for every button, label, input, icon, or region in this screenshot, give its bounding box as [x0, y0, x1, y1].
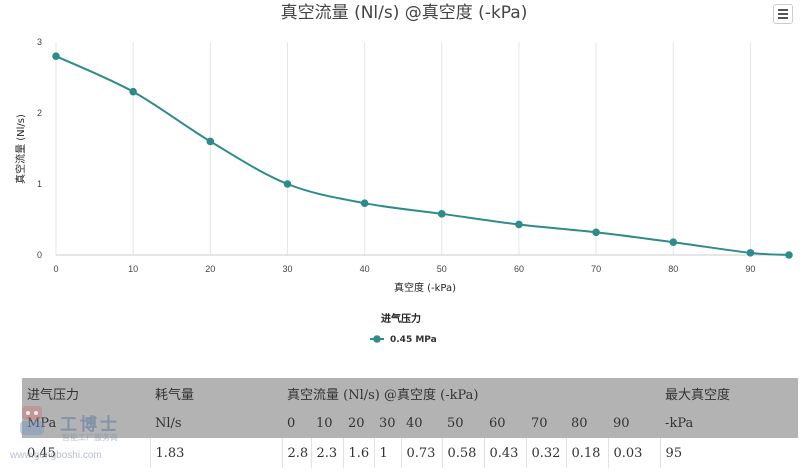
flow-value-cell: 0.58	[441, 438, 484, 468]
vacuum-level-cell: 40	[401, 408, 442, 438]
flow-value-cell: 0.03	[607, 438, 661, 468]
x-tick-label: 50	[437, 264, 447, 274]
x-tick-label: 40	[360, 264, 370, 274]
vacuum-level-cell: 0	[282, 408, 311, 438]
unit-pressure: MPa	[22, 408, 150, 438]
x-tick-label: 80	[668, 264, 678, 274]
header-pressure: 进气压力	[22, 378, 150, 408]
flow-value-cell: 1	[373, 438, 401, 468]
value-max-vacuum: 95	[659, 438, 799, 468]
x-tick-label: 20	[205, 264, 215, 274]
vacuum-level-cell: 30	[374, 408, 401, 438]
table-row: 0.45 1.83 2.8 2.3 1.6 1 0.73 0.58 0.43 0…	[22, 438, 799, 468]
y-tick-label: 0	[37, 250, 42, 260]
legend-item-0-45-mpa[interactable]: 0.45 MPa	[370, 335, 437, 345]
hamburger-menu-icon	[778, 9, 788, 21]
data-point	[52, 52, 60, 60]
y-tick-label: 2	[37, 108, 42, 118]
chart-container: 真空流量 (Nl/s) @真空度 (-kPa) 0 10 20 30 40 50 60 70 8…	[14, 3, 793, 345]
x-axis-title: 真空度 (-kPa)	[394, 281, 456, 294]
vacuum-level-cell: 80	[566, 408, 608, 438]
axes: 0 10 20 30 40 50 60 70 80 90 0 1 2 3	[37, 37, 789, 274]
data-point	[669, 238, 678, 247]
x-tick-label: 90	[745, 264, 755, 274]
x-tick-label: 60	[514, 264, 524, 274]
data-point	[360, 199, 369, 207]
data-point	[206, 137, 215, 146]
data-point	[592, 228, 600, 237]
header-flow: 真空流量 (Nl/s) @真空度 (-kPa)	[282, 378, 661, 408]
vacuum-level-cell: 20	[343, 408, 374, 438]
y-tick-label: 1	[37, 179, 42, 189]
chart-menu-button[interactable]	[773, 4, 793, 24]
table-header-row: 进气压力 耗气量 真空流量 (Nl/s) @真空度 (-kPa) 最大真空度	[22, 378, 799, 408]
vacuum-level-cell: 10	[311, 408, 343, 438]
data-point	[785, 251, 793, 259]
legend-label: 0.45 MPa	[390, 335, 437, 345]
spec-table: 进气压力 耗气量 真空流量 (Nl/s) @真空度 (-kPa) 最大真空度 M…	[22, 378, 799, 468]
vacuum-level-cell: 70	[526, 408, 566, 438]
y-tick-label: 3	[37, 37, 42, 47]
data-point	[129, 87, 137, 96]
x-tick-label: 0	[53, 264, 58, 274]
table-unit-row: MPa Nl/s 0 10 20 30 40 50 60 70 80 90 -k…	[22, 408, 799, 438]
legend-marker-swatch	[373, 335, 381, 343]
data-point	[746, 249, 755, 257]
unit-consumption: Nl/s	[150, 408, 282, 438]
header-consumption: 耗气量	[150, 378, 282, 408]
flow-value-cell: 1.6	[342, 438, 374, 468]
value-consumption: 1.83	[149, 438, 282, 468]
data-point	[437, 210, 446, 218]
series-line	[55, 55, 790, 256]
value-pressure: 0.45	[22, 438, 150, 468]
flow-value-cell: 0.43	[483, 438, 526, 468]
unit-max-vacuum: -kPa	[660, 408, 799, 438]
flow-value-cell: 2.3	[310, 438, 343, 468]
grid-lines	[55, 42, 751, 255]
flow-value-cell: 2.8	[281, 438, 311, 468]
chart-title: 真空流量 (Nl/s) @真空度 (-kPa)	[281, 3, 528, 23]
vacuum-flow-chart: 真空流量 (Nl/s) @真空度 (-kPa) 0 10 20 30 40 50 60 70 8…	[14, 3, 793, 345]
flow-value-cell: 0.73	[400, 438, 442, 468]
flow-value-cell: 0.32	[525, 438, 566, 468]
flow-value-cell: 0.18	[565, 438, 608, 468]
vacuum-level-cell: 50	[442, 408, 484, 438]
header-max-vacuum: 最大真空度	[660, 378, 799, 408]
data-point	[515, 220, 523, 229]
x-tick-label: 30	[282, 264, 292, 274]
data-point	[283, 180, 292, 188]
series-layer	[52, 52, 793, 259]
vacuum-level-cell: 90	[608, 408, 661, 438]
x-tick-label: 70	[591, 264, 601, 274]
legend-title: 进气压力	[381, 312, 421, 325]
y-axis-title: 真空流量 (Nl/s)	[14, 114, 27, 184]
vacuum-level-cell: 60	[484, 408, 526, 438]
x-tick-label: 10	[128, 264, 138, 274]
